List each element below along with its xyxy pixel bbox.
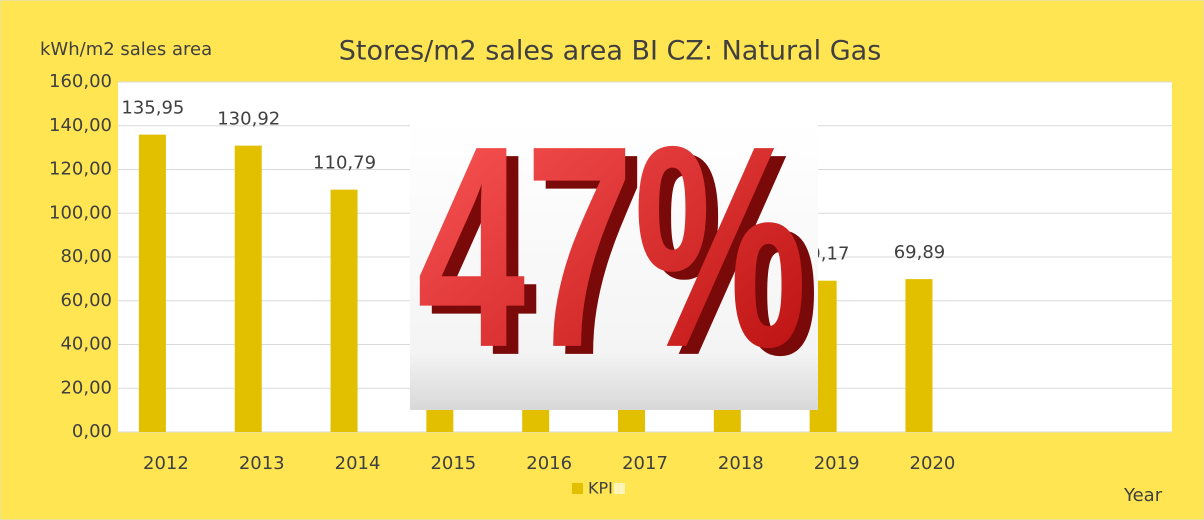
chart-title: Stores/m2 sales area BI CZ: Natural Gas: [339, 36, 882, 67]
y-tick-label: 100,00: [49, 202, 112, 223]
overlay-shadow: 47%: [429, 95, 819, 416]
bar: [905, 279, 933, 432]
overlay-image: [410, 122, 818, 410]
legend-label: KPI: [588, 479, 613, 498]
x-tick-label: 2017: [622, 453, 668, 474]
bar: [234, 145, 262, 433]
y-axis-label: kWh/m2 sales area: [40, 39, 212, 60]
y-tick-label: 140,00: [49, 115, 112, 136]
data-label: 130,92: [217, 109, 280, 130]
y-tick-label: 60,00: [60, 290, 112, 311]
x-tick-label: 2013: [239, 453, 285, 474]
x-tick-label: 2012: [143, 453, 189, 474]
data-label: 69,89: [894, 242, 946, 263]
x-tick-label: 2018: [718, 453, 764, 474]
y-tick-label: 160,00: [49, 71, 112, 92]
x-tick-label: 2020: [910, 453, 956, 474]
data-label: 110,79: [313, 153, 376, 174]
x-tick-label: 2019: [814, 453, 860, 474]
bar: [138, 134, 166, 432]
y-tick-label: 40,00: [60, 334, 112, 355]
x-tick-label: 2014: [335, 453, 381, 474]
legend-swatch: [614, 483, 625, 494]
y-tick-label: 0,00: [72, 421, 112, 442]
overlay-text: 47%: [417, 87, 807, 408]
bar: [330, 189, 358, 432]
x-tick-label: 2015: [430, 453, 476, 474]
x-axis-label: Year: [1123, 485, 1163, 506]
y-tick-label: 80,00: [60, 246, 112, 267]
data-label: 135,95: [121, 98, 184, 119]
x-tick-label: 2016: [526, 453, 572, 474]
legend-swatch: [572, 483, 583, 494]
y-tick-label: 20,00: [60, 377, 112, 398]
y-tick-label: 120,00: [49, 159, 112, 180]
